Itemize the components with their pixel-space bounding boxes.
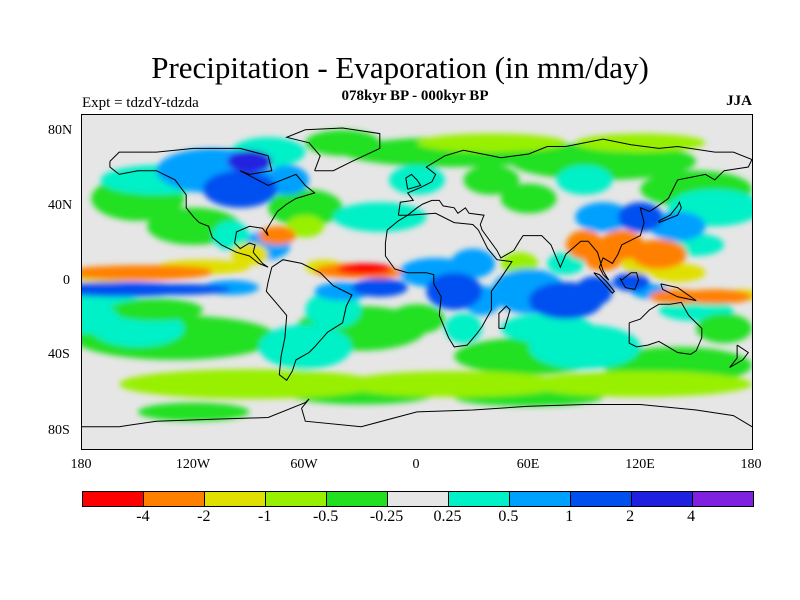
field-region (618, 202, 663, 232)
field-region (286, 215, 324, 238)
colorbar-tick-label: -0.25 (369, 508, 404, 525)
field-region (500, 313, 594, 344)
coastline (397, 138, 752, 281)
coastlines (82, 127, 752, 428)
coastline (729, 344, 750, 368)
field-region (268, 189, 343, 227)
lat-tick-label: 80S (48, 423, 70, 438)
colorbar-tick-label: 2 (626, 508, 635, 525)
field-region (336, 263, 393, 275)
field-region (575, 276, 613, 307)
field-region (612, 272, 650, 292)
coastline (498, 305, 511, 329)
field-region (305, 129, 380, 156)
coastline (660, 283, 697, 302)
field-region (258, 324, 352, 370)
colorbar-swatch (693, 492, 753, 506)
field-region (417, 133, 566, 153)
colorbar-swatch (205, 492, 266, 506)
field-contours (82, 129, 752, 422)
lat-tick-label: 40N (48, 198, 73, 213)
colorbar-tick-label: 4 (687, 508, 696, 525)
field-region (556, 165, 613, 195)
field-region (426, 272, 483, 310)
field-region (500, 183, 557, 214)
colorbar-tick-label: -4 (136, 508, 150, 525)
coastline (619, 272, 640, 290)
coastline (109, 147, 316, 268)
field-region (677, 289, 752, 305)
field-region (631, 239, 687, 270)
field-region (389, 304, 445, 334)
field-region (510, 142, 697, 180)
field-region (463, 165, 520, 195)
lon-tick-label: 60E (516, 457, 540, 472)
field-region (82, 282, 194, 297)
field-region (444, 313, 483, 344)
lon-tick-label: 0 (412, 457, 420, 472)
field-region (575, 202, 632, 232)
coastline (384, 212, 513, 348)
colorbar-swatch (83, 492, 144, 506)
coastline (593, 272, 615, 294)
coastline (265, 259, 353, 382)
colorbar-swatch (571, 492, 632, 506)
colorbar-tick-label: -2 (197, 508, 211, 525)
field-region (137, 402, 250, 422)
lat-tick-label: 0 (63, 273, 70, 288)
field-region (258, 226, 297, 245)
field-region (109, 298, 203, 321)
season-label: JJA (726, 93, 752, 109)
coastline (405, 173, 422, 190)
field-region (351, 278, 408, 297)
colorbar-swatch (632, 492, 693, 506)
field-region (227, 150, 272, 173)
coastline (285, 127, 381, 172)
chart-title: Precipitation - Evaporation (in mm/day) (151, 50, 649, 85)
chart-subtitle: 078kyr BP - 000kyr BP (341, 88, 489, 104)
field-region (696, 313, 752, 344)
field-region (342, 371, 566, 398)
coastline (658, 200, 682, 224)
colorbar-swatch (449, 492, 510, 506)
lon-tick-label: 120W (175, 457, 211, 472)
experiment-label: Expt = tdzdY-tdzda (82, 95, 199, 111)
colorbar-swatch (144, 492, 205, 506)
field-region (305, 291, 362, 329)
colorbar-swatch (510, 492, 571, 506)
lat-tick-label: 80N (48, 123, 73, 138)
coastline (628, 301, 703, 355)
field-region (528, 371, 752, 398)
map-plot-area (81, 114, 753, 450)
field-region (584, 248, 622, 271)
field-region (450, 248, 496, 279)
field-region (82, 304, 120, 334)
map-svg (82, 115, 752, 449)
field-region (230, 243, 269, 266)
colorbar-swatch (266, 492, 327, 506)
colorbar-swatch (388, 492, 449, 506)
colorbar-tick-label: 0.5 (498, 508, 519, 525)
field-region (333, 202, 427, 232)
field-region (119, 369, 380, 399)
lon-tick-label: 120E (625, 457, 655, 472)
colorbar (82, 491, 754, 507)
lon-tick-label: 60W (290, 457, 318, 472)
field-region (100, 265, 213, 277)
field-region (500, 252, 538, 275)
lat-tick-label: 40S (48, 347, 70, 362)
coastline (82, 398, 752, 428)
colorbar-tick-label: 0.25 (433, 508, 462, 525)
colorbar-tick-label: 1 (565, 508, 574, 525)
colorbar-tick-label: -1 (258, 508, 272, 525)
field-region (575, 133, 706, 153)
field-region (202, 170, 278, 208)
field-region (212, 220, 250, 251)
lon-tick-label: 180 (740, 457, 762, 472)
lon-tick-label: 180 (70, 457, 92, 472)
colorbar-tick-label: -0.5 (312, 508, 339, 525)
colorbar-swatch (327, 492, 388, 506)
